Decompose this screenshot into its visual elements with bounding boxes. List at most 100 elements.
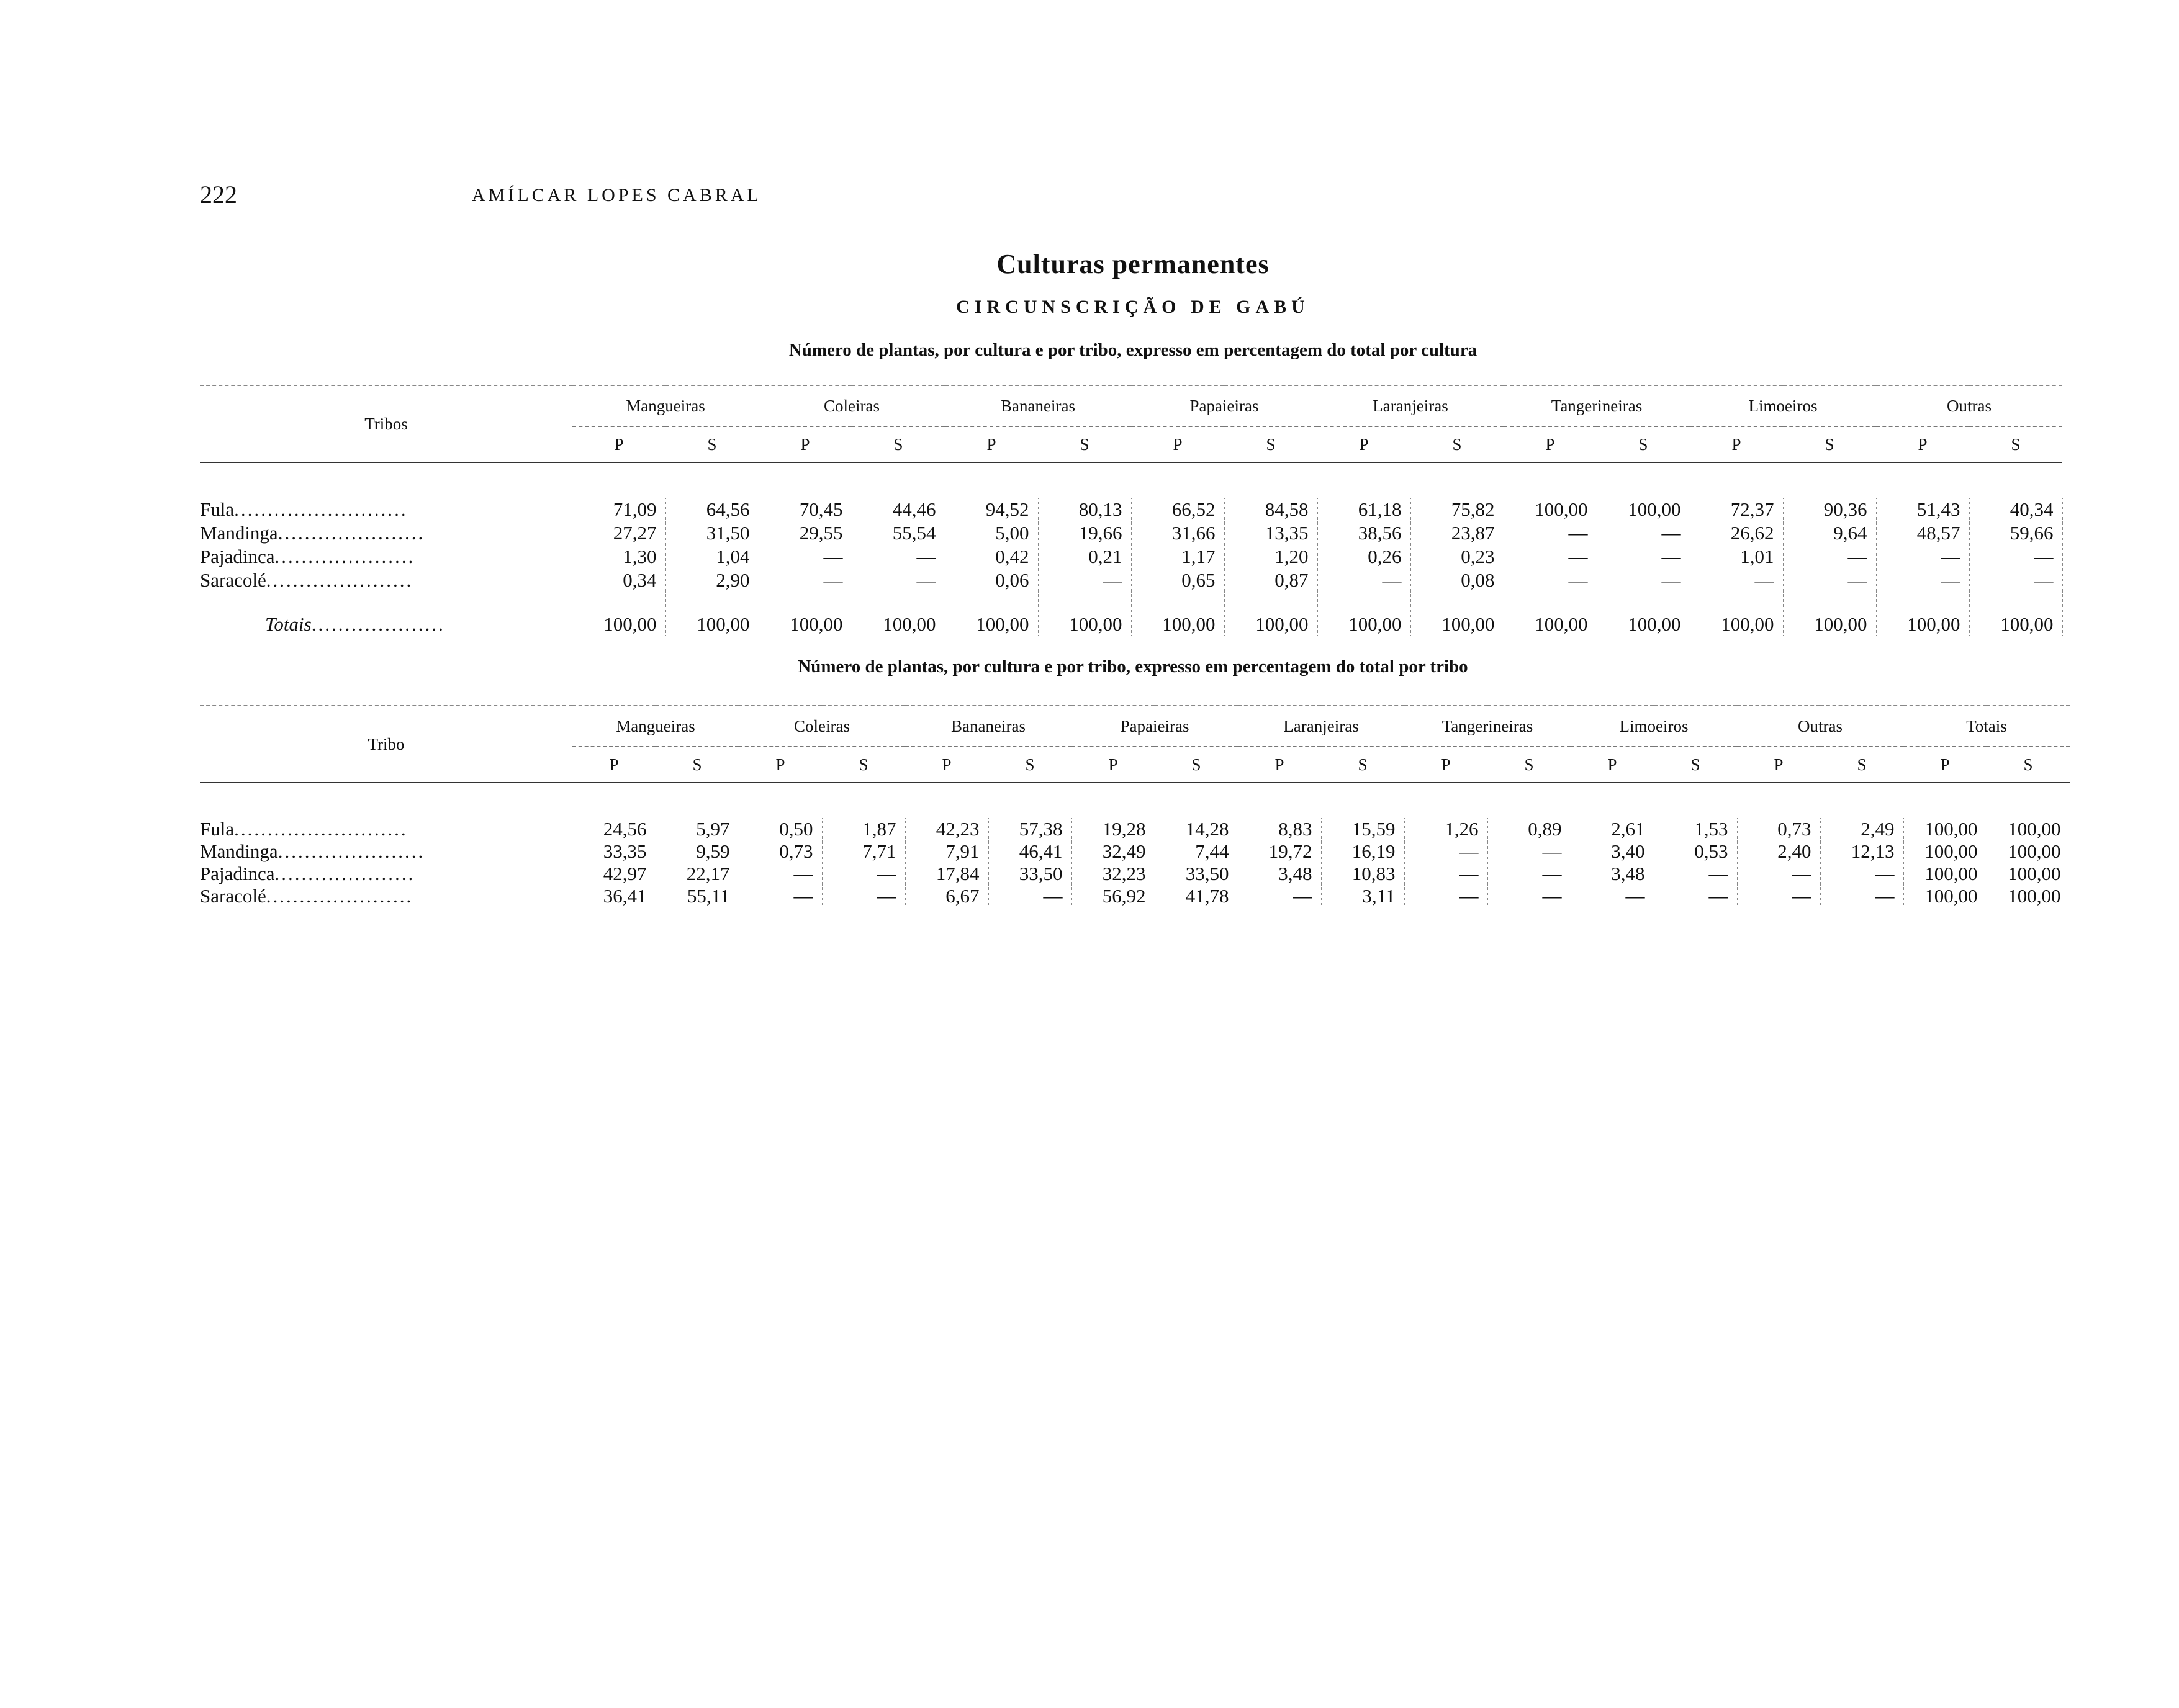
value-cell: 100,00 xyxy=(1969,592,2063,636)
subcolumn-header: P xyxy=(572,746,656,783)
value-cell: 100,00 xyxy=(1317,592,1411,636)
value-cell: 1,53 xyxy=(1654,818,1738,840)
table-header: Tribo Mangueiras Coleiras Bananeiras Papaiei… xyxy=(200,706,2070,783)
value-cell: — xyxy=(1404,840,1488,863)
row-label-cell: Fula.......................... xyxy=(200,498,572,521)
value-cell: — xyxy=(1820,885,1904,907)
value-cell: 70,45 xyxy=(759,498,852,521)
value-cell: — xyxy=(1737,885,1821,907)
row-header: Tribos xyxy=(200,385,572,463)
value-cell: 56,92 xyxy=(1071,885,1155,907)
value-cell: 10,83 xyxy=(1321,863,1405,885)
row-label: Fula xyxy=(200,818,235,840)
subcolumn-header: S xyxy=(656,746,739,783)
leader-dots: ...................... xyxy=(266,885,413,907)
value-cell: 7,44 xyxy=(1155,840,1238,863)
value-cell: 3,48 xyxy=(1571,863,1654,885)
value-cell: 0,21 xyxy=(1038,545,1132,569)
value-cell: 19,28 xyxy=(1071,818,1155,840)
subcolumn-header: S xyxy=(988,746,1071,783)
value-cell: — xyxy=(759,569,852,592)
value-cell: — xyxy=(1504,521,1597,545)
value-cell: 100,00 xyxy=(1690,592,1784,636)
value-cell: 13,35 xyxy=(1224,521,1318,545)
value-cell: 0,73 xyxy=(739,840,823,863)
group-header: Tangerineiras xyxy=(1551,396,1643,415)
value-cell: 100,00 xyxy=(1597,592,1690,636)
value-cell: 40,34 xyxy=(1969,498,2063,521)
table-header: Tribos Mangueiras Coleiras Bananeiras Papaie… xyxy=(200,385,2062,463)
value-cell: 100,00 xyxy=(759,592,852,636)
row-label: Pajadinca xyxy=(200,546,275,567)
value-cell: 16,19 xyxy=(1321,840,1405,863)
value-cell: 100,00 xyxy=(1224,592,1318,636)
leader-dots: .......................... xyxy=(234,818,408,840)
value-cell: — xyxy=(852,569,945,592)
value-cell: — xyxy=(739,885,823,907)
subcolumn-header: P xyxy=(759,426,852,463)
subcolumn-header: P xyxy=(1238,746,1321,783)
value-cell: 36,41 xyxy=(572,885,656,907)
value-cell: 29,55 xyxy=(759,521,852,545)
value-cell: — xyxy=(1969,545,2063,569)
value-cell: 27,27 xyxy=(572,521,666,545)
row-label: Mandinga xyxy=(200,522,278,544)
row-label-cell: Fula.......................... xyxy=(200,818,572,840)
value-cell: 44,46 xyxy=(852,498,945,521)
group-header: Tangerineiras xyxy=(1441,716,1533,735)
subcolumn-header: S xyxy=(1487,746,1571,783)
row-label-cell: Saracolé...................... xyxy=(200,569,572,592)
subcolumn-header: S xyxy=(1783,426,1876,463)
leader-dots: ...................... xyxy=(266,569,413,591)
value-cell: — xyxy=(1597,569,1690,592)
value-cell: 3,11 xyxy=(1321,885,1405,907)
value-cell: — xyxy=(1504,545,1597,569)
group-header: Papaieiras xyxy=(1120,716,1189,735)
row-label-cell: Mandinga...................... xyxy=(200,840,572,863)
value-cell: 1,87 xyxy=(822,818,906,840)
value-cell: — xyxy=(1820,863,1904,885)
value-cell: — xyxy=(1487,885,1571,907)
value-cell: — xyxy=(1571,885,1654,907)
row-label: Saracolé xyxy=(200,885,266,907)
value-cell: — xyxy=(1504,569,1597,592)
subcolumn-header: S xyxy=(1410,426,1504,463)
value-cell: — xyxy=(1969,569,2063,592)
value-cell: — xyxy=(1654,863,1738,885)
value-cell: 71,09 xyxy=(572,498,666,521)
value-cell: 17,84 xyxy=(905,863,989,885)
value-cell: 72,37 xyxy=(1690,498,1784,521)
group-header: Mangueiras xyxy=(616,716,695,735)
row-label-cell: Saracolé...................... xyxy=(200,885,572,907)
value-cell: 7,71 xyxy=(822,840,906,863)
group-header: Papaieiras xyxy=(1189,396,1259,415)
value-cell: 5,97 xyxy=(656,818,739,840)
value-cell: 32,49 xyxy=(1071,840,1155,863)
leader-dots: ...................... xyxy=(277,840,425,862)
value-cell: 12,13 xyxy=(1820,840,1904,863)
leader-dots: ...................... xyxy=(277,522,425,544)
value-cell: 31,66 xyxy=(1131,521,1225,545)
value-cell: 0,53 xyxy=(1654,840,1738,863)
group-header: Bananeiras xyxy=(951,716,1026,735)
value-cell: — xyxy=(1783,569,1877,592)
subcolumn-header: P xyxy=(1131,426,1224,463)
subcolumn-header: P xyxy=(945,426,1038,463)
subcolumn-header: S xyxy=(822,746,905,783)
value-cell: 32,23 xyxy=(1071,863,1155,885)
table-row: Mandinga...................... 33,35 9,59 0… xyxy=(200,840,2070,863)
value-cell: — xyxy=(1654,885,1738,907)
value-cell: 33,35 xyxy=(572,840,656,863)
value-cell: 2,61 xyxy=(1571,818,1654,840)
value-cell: — xyxy=(822,885,906,907)
value-cell: 42,23 xyxy=(905,818,989,840)
value-cell: 100,00 xyxy=(1410,592,1504,636)
table-row: Mandinga...................... 27,27 31,50… xyxy=(200,521,2063,545)
value-cell: — xyxy=(822,863,906,885)
value-cell: 6,67 xyxy=(905,885,989,907)
value-cell: 8,83 xyxy=(1238,818,1322,840)
value-cell: 100,00 xyxy=(1876,592,1970,636)
subcolumn-header: S xyxy=(665,426,759,463)
table-row: Pajadinca..................... 42,97 22,17… xyxy=(200,863,2070,885)
